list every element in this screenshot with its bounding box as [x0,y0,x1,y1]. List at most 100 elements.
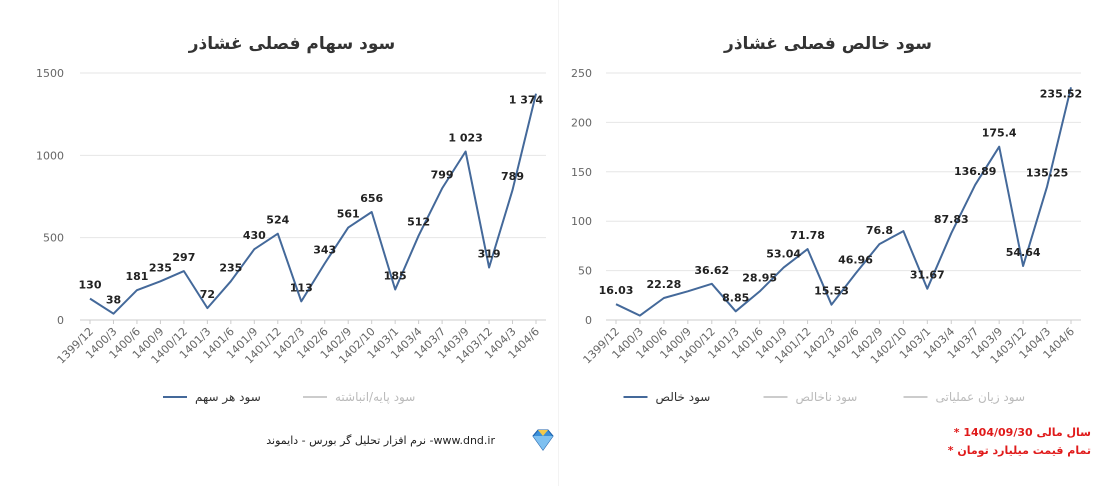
net-profit-value-label: 54.64 [1006,246,1041,259]
eps-value-label: 319 [478,247,501,260]
eps-value-label: 799 [431,168,454,181]
footnote: * سال مالی 1404/09/30 [954,426,1091,439]
eps-value-label: 72 [200,288,215,301]
eps-data-point[interactable] [416,233,422,239]
eps-data-point[interactable] [322,261,328,267]
footer: نرم افزار تحلیل گر بورس - دایموند -www.d… [266,429,554,451]
eps-legend-label[interactable]: سود پایه/انباشته [335,390,415,405]
eps-value-label: 524 [266,214,289,227]
eps-data-point[interactable] [157,278,163,284]
eps-chart-panel: سود سهام فصلی غشاذر 0 500 1000 1500 1399/12 14… [36,0,559,486]
eps-value-label: 185 [384,270,407,283]
net-profit-data-point[interactable] [996,144,1002,150]
eps-value-label: 561 [337,208,360,221]
eps-data-point[interactable] [204,305,210,311]
software-credit-text: نرم افزار تحلیل گر بورس - دایموند -www.d… [266,434,495,447]
eps-value-label: 430 [243,229,266,242]
net-profit-value-label: 28.95 [742,271,777,284]
net-profit-data-point[interactable] [1020,263,1026,269]
net-profit-chart: سود خالص فصلی غشاذر0501001502002501399/1… [571,34,1091,457]
eps-data-point[interactable] [345,225,351,231]
net-profit-data-point[interactable] [757,288,763,294]
eps-value-label: 343 [313,244,336,257]
net-profit-data-point[interactable] [972,182,978,188]
net-profit-value-label: 53.04 [766,248,801,261]
net-profit-chart-group: سود خالص فصلی غشاذر0501001502002501399/1… [571,34,1082,405]
net-profit-value-label: 87.83 [934,213,969,226]
eps-data-point[interactable] [439,185,445,191]
net-profit-data-point[interactable] [781,265,787,271]
net-profit-legend-label[interactable]: سود ناخالص [796,390,858,405]
eps-data-point[interactable] [251,246,257,252]
eps-value-label: 113 [290,281,313,294]
eps-y-tick-label: 1000 [36,149,64,162]
net-profit-y-tick-label: 250 [571,67,592,80]
eps-value-label: 235 [149,261,172,274]
net-profit-value-label: 31.67 [910,269,945,282]
net-profit-y-tick-label: 200 [571,116,592,129]
eps-value-label: 1 023 [448,132,482,145]
eps-data-point[interactable] [134,287,140,293]
net-profit-legend-label[interactable]: سود زیان عملیاتی [936,390,1026,405]
net-profit-data-point[interactable] [900,228,906,234]
eps-data-point[interactable] [275,231,281,237]
net-profit-chart-title: سود خالص فصلی غشاذر [723,34,932,54]
net-profit-value-label: 235.52 [1040,87,1082,100]
eps-y-tick-label: 1500 [36,67,64,80]
eps-series-line[interactable] [89,93,537,315]
net-profit-y-tick-label: 50 [578,265,592,278]
eps-chart-title: سود سهام فصلی غشاذر [188,34,395,54]
net-profit-data-point[interactable] [733,308,739,314]
eps-value-label: 1 374 [509,94,544,107]
net-profit-series-line[interactable] [615,87,1072,317]
net-profit-y-tick-label: 0 [585,314,592,327]
net-profit-data-point[interactable] [924,286,930,292]
eps-value-label: 656 [360,192,383,205]
eps-value-label: 235 [219,261,242,274]
net-profit-data-point[interactable] [685,288,691,294]
eps-data-point[interactable] [110,311,116,317]
eps-value-label: 38 [106,294,121,307]
net-profit-data-point[interactable] [613,301,619,307]
eps-value-label: 130 [79,279,102,292]
net-profit-data-point[interactable] [709,281,715,287]
net-profit-data-point[interactable] [1044,183,1050,189]
net-profit-data-point[interactable] [876,241,882,247]
net-profit-chart-panel: سود خالص فصلی غشاذر 0 50 100 150 200 250 1399/1… [559,0,1118,486]
eps-data-point[interactable] [369,209,375,215]
eps-data-point[interactable] [463,149,469,155]
eps-data-point[interactable] [510,187,516,193]
eps-value-label: 297 [172,251,195,264]
net-profit-legend-label[interactable]: سود خالص [656,390,711,405]
net-profit-value-label: 76.8 [866,224,893,237]
net-profit-data-point[interactable] [852,271,858,277]
net-profit-value-label: 136.89 [954,165,996,178]
eps-y-tick-label: 0 [57,314,64,327]
net-profit-data-point[interactable] [829,302,835,308]
net-profit-data-point[interactable] [805,246,811,252]
eps-data-point[interactable] [228,278,234,284]
net-profit-value-label: 16.03 [599,284,634,297]
eps-data-point[interactable] [298,298,304,304]
net-profit-data-point[interactable] [948,230,954,236]
eps-value-label: 512 [407,216,430,229]
net-profit-data-point[interactable] [637,313,643,319]
net-profit-value-label: 8.85 [722,291,749,304]
eps-value-label: 181 [125,270,148,283]
eps-data-point[interactable] [392,287,398,293]
net-profit-value-label: 135.25 [1026,166,1068,179]
eps-legend-label[interactable]: سود هر سهم [195,390,261,405]
net-profit-data-point[interactable] [661,295,667,301]
eps-data-point[interactable] [181,268,187,274]
net-profit-value-label: 71.78 [790,229,825,242]
diamond-icon [532,429,554,451]
footnote: * تمام قیمت میلیارد تومان [948,444,1091,457]
eps-data-point[interactable] [87,296,93,302]
net-profit-y-tick-label: 150 [571,166,592,179]
eps-data-point[interactable] [486,264,492,270]
net-profit-value-label: 46.96 [838,254,873,267]
net-profit-value-label: 15.53 [814,285,849,298]
net-profit-value-label: 22.28 [646,278,681,291]
eps-y-tick-label: 500 [43,232,64,245]
eps-value-label: 789 [501,170,524,183]
